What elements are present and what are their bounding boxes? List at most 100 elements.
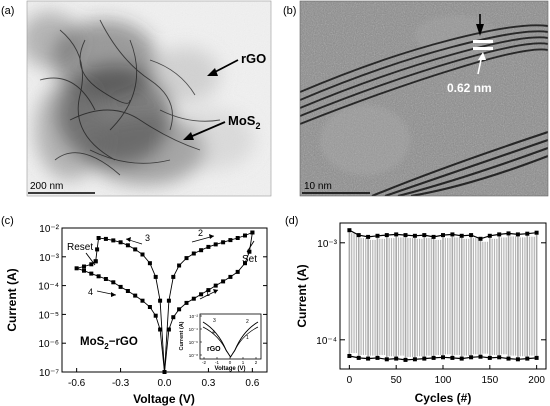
plot-d-x-tick-label: 50 xyxy=(391,375,403,386)
sweep-direction-annotations: 1 2 3 4 xyxy=(88,228,219,300)
lrs-data-point xyxy=(459,233,464,238)
iv-data-point xyxy=(221,279,226,284)
iv-data-point xyxy=(118,284,123,289)
hrs-data-point xyxy=(525,356,530,361)
mos2-label: MoS2 xyxy=(228,113,260,131)
tem-image-a xyxy=(27,1,271,196)
inset-y-axis: 10⁻² 10⁻⁴ 10⁻⁶ 10⁻⁸ xyxy=(189,314,202,358)
plot-d-ylabel: Current (A) xyxy=(295,264,309,327)
hrs-data-point xyxy=(412,357,417,362)
lrs-data-point xyxy=(366,234,371,239)
inset-y-tick-label: 10⁻⁸ xyxy=(189,353,198,358)
plot-c-series xyxy=(74,230,255,374)
inset-x-tick-label: 2 xyxy=(255,360,258,365)
inset-curve xyxy=(202,321,259,358)
inset-ylabel: Current (A) xyxy=(179,321,185,350)
hrs-data-point xyxy=(394,356,399,361)
inset-xlabel: Voltage (V) xyxy=(215,366,246,372)
iv-data-point xyxy=(243,261,247,266)
scale-bar-a: 200 nm xyxy=(28,181,95,194)
lattice-fringes-upper xyxy=(300,24,548,125)
iv-data-point xyxy=(166,298,171,303)
plot-d-x-tick-label: 0 xyxy=(347,375,353,386)
iv-data-point xyxy=(95,247,100,252)
plot-d-y-tick-label: 10⁻⁴ xyxy=(316,336,337,347)
hrs-data-point xyxy=(506,356,511,361)
plot-c-x-tick-label: -0.6 xyxy=(68,378,86,389)
hrs-data-point xyxy=(450,355,455,360)
sweep-number-3: 3 xyxy=(145,233,150,243)
lattice-spacing-marker: 0.62 nm xyxy=(447,14,493,95)
plot-c-y-axis: 10⁻² 10⁻³ 10⁻⁴ 10⁻⁵ 10⁻⁶ 10⁻⁷ xyxy=(38,224,267,379)
iv-data-point xyxy=(111,280,116,285)
flake-wrinkles xyxy=(39,19,221,176)
iv-data-point xyxy=(177,263,182,268)
panel-c-letter: (c) xyxy=(1,215,14,227)
iv-data-point xyxy=(228,274,233,279)
inset-frame xyxy=(199,313,262,360)
lattice-fringes-lower xyxy=(371,131,548,196)
iv-data-point xyxy=(171,274,176,279)
lrs-data-point xyxy=(431,234,436,239)
iv-data-point xyxy=(162,370,167,374)
plot-c-x-axis: -0.6 -0.3 0.0 0.3 0.6 xyxy=(68,368,260,389)
iv-data-point xyxy=(133,293,138,298)
hrs-data-point xyxy=(487,355,492,360)
hrs-data-point xyxy=(347,354,352,358)
hrs-data-point xyxy=(497,355,502,360)
iv-data-point xyxy=(158,298,163,303)
lattice-spacing-label: 0.62 nm xyxy=(447,81,492,95)
panel-b-letter: (b) xyxy=(283,5,296,17)
plot-c-y-tick-label: 10⁻⁴ xyxy=(38,282,59,293)
iv-data-point xyxy=(125,243,130,248)
hrs-data-point xyxy=(459,356,464,361)
plot-d-x-axis: 0 50 100 150 200 xyxy=(347,365,545,386)
lrs-data-point xyxy=(497,232,502,237)
iv-data-point xyxy=(89,271,94,276)
iv-data-point xyxy=(147,261,152,266)
hrs-data-point xyxy=(515,357,520,362)
inset-y-tick-label: 10⁻⁴ xyxy=(189,327,198,332)
lrs-data-point xyxy=(506,231,511,236)
rgo-label: rGO xyxy=(241,51,266,66)
inset-curve-label-1: 1 xyxy=(246,335,249,341)
inset-x-tick-label: 1 xyxy=(242,360,245,365)
inset-curve-lower xyxy=(202,326,259,353)
plot-c-y-tick-label: 10⁻⁶ xyxy=(38,339,59,350)
iv-data-point xyxy=(213,242,218,247)
inset-x-tick-label: -2 xyxy=(202,360,206,365)
lrs-data-point xyxy=(375,233,380,238)
plot-c-y-tick-label: 10⁻² xyxy=(39,224,59,235)
iv-data-point xyxy=(111,238,116,243)
iv-data-point xyxy=(206,288,211,293)
sample-label: MoS2−rGO xyxy=(80,336,138,351)
plot-d-series xyxy=(347,228,539,362)
scale-bar-b: 10 nm xyxy=(302,181,370,194)
inset-curve-label-2: 2 xyxy=(246,319,249,325)
inset-y-tick-label: 10⁻⁶ xyxy=(189,340,198,345)
plot-c-x-tick-label: 0.3 xyxy=(201,378,215,389)
lrs-data-point xyxy=(441,233,445,238)
lrs-data-point xyxy=(469,233,474,238)
iv-data-point xyxy=(166,327,171,332)
panel-c: (c) 10⁻² 10⁻³ 10⁻⁴ 10⁻⁵ 10⁻⁶ 10⁻⁷ -0.6 -0.3 0.0… xyxy=(1,215,268,406)
hrs-data-point xyxy=(384,357,389,362)
iv-data-point xyxy=(82,268,86,273)
iv-data-point xyxy=(153,274,158,279)
plot-c-x-tick-label: 0.6 xyxy=(245,378,259,389)
iv-data-point xyxy=(74,266,79,271)
lrs-data-point xyxy=(525,231,530,236)
inset-y-tick-label: 10⁻² xyxy=(189,314,198,319)
iv-data-point xyxy=(147,305,152,309)
panel-d: (d) 10⁻³ 10⁻⁴ 0 50 100 150 200 Current (A) Cy… xyxy=(285,215,547,405)
mos2-annotation: MoS2 xyxy=(183,113,260,140)
plot-d-switching-band xyxy=(348,232,538,358)
lrs-data-point xyxy=(487,233,492,238)
iv-data-point xyxy=(103,236,108,241)
inset-x-tick-label: 0 xyxy=(229,360,232,365)
tem-image-b xyxy=(300,1,548,196)
lrs-data-point xyxy=(394,232,399,237)
plot-d-y-tick-label: 10⁻³ xyxy=(317,239,337,250)
lrs-data-point xyxy=(384,233,389,238)
